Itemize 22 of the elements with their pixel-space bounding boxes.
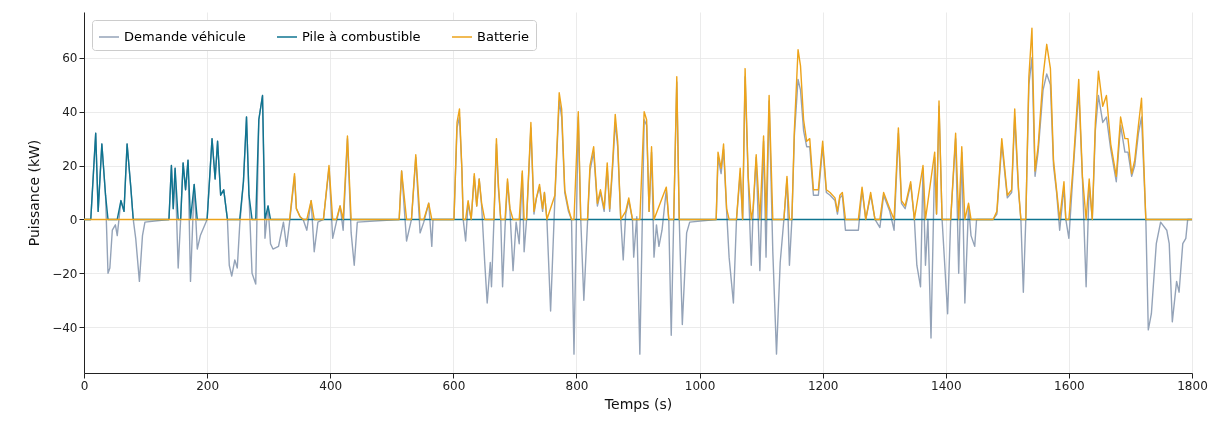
y-tick-label: 40 — [62, 105, 78, 120]
x-tick-label: 1200 — [807, 378, 839, 393]
legend-label: Pile à combustible — [302, 29, 421, 44]
y-tick-label: 0 — [69, 212, 78, 227]
y-tick-label: −20 — [52, 266, 78, 281]
x-tick-label: 1800 — [1177, 378, 1208, 393]
x-tick-label: 800 — [565, 378, 589, 393]
x-tick-label: 400 — [319, 378, 343, 393]
x-tick-label: 1400 — [931, 378, 962, 393]
x-tick-label: 600 — [442, 378, 466, 393]
y-tick-label: −40 — [52, 320, 78, 335]
x-tick-label: 200 — [196, 378, 220, 393]
x-tick-label: 0 — [80, 378, 89, 393]
y-axis-title: Puissance (kW) — [26, 139, 43, 247]
x-tick-label: 1600 — [1054, 378, 1085, 393]
y-tick-label: 60 — [62, 51, 78, 66]
legend-label: Demande véhicule — [124, 29, 246, 44]
y-tick-label: 20 — [62, 159, 78, 174]
x-axis-title: Temps (s) — [603, 395, 673, 412]
legend-label: Batterie — [477, 29, 530, 44]
x-tick-label: 1000 — [684, 378, 716, 393]
line-series — [83, 27, 1193, 221]
